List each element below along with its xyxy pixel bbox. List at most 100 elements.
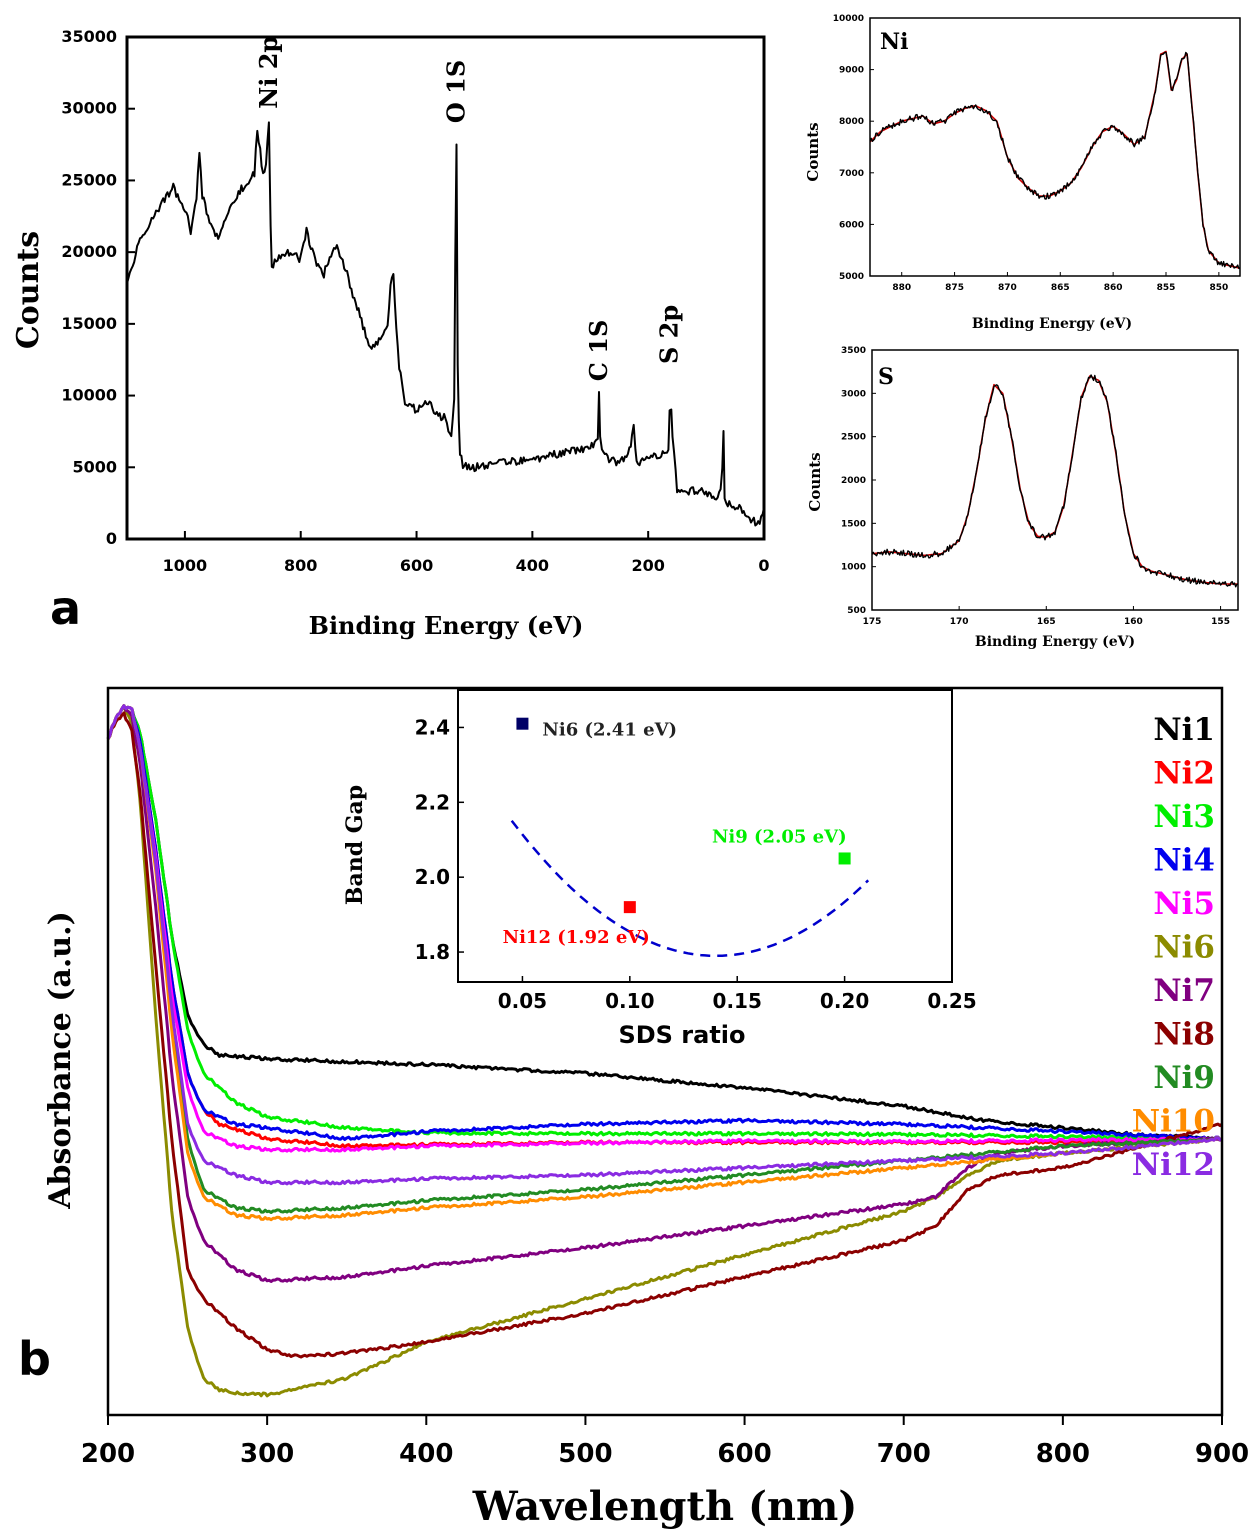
survey-peak-annotation: Ni 2p [254,36,283,109]
survey-chart: 1000 800 600 400 200 005000100001500020000250… [11,27,770,640]
survey-x-tick-label: 1000 [163,556,208,575]
survey-x-tick-label: 0 [758,556,769,575]
ni-x-axis-label: Binding Energy (eV) [972,316,1132,332]
ni-x-tick-label: 865 [1051,283,1070,293]
band-gap-point [516,717,529,730]
survey-y-tick-label: 10000 [61,386,117,405]
ni-x-tick-label: 870 [998,283,1017,293]
survey-plot-frame [125,35,766,541]
inset-y-tick-label: 2.0 [415,865,450,889]
legend-entry-ni1: Ni1 [1153,712,1215,748]
survey-y-tick-label: 15000 [61,314,117,333]
ni-y-tick-label: 7000 [839,169,864,179]
ni-x-tick-label: 875 [945,283,964,293]
band-gap-inset: 0.05 0.10 0.15 0.20 0.25 1.8 2.0 2.2 2.4 Ni6 (2.4… [342,689,977,1049]
ni-x-tick-label: 850 [1209,283,1228,293]
ni-y-axis-label: Counts [804,122,822,181]
survey-x-tick-label: 200 [631,556,664,575]
s-x-axis-label: Binding Energy (eV) [975,634,1135,650]
absorbance-chart: 200 300 400 500 600 700 800 900 Ni1 Ni2 Ni3 Ni4 Ni5… [18,686,1249,1530]
absorbance-series-line [106,711,1223,1359]
band-gap-point-label: Ni12 (1.92 eV) [503,927,650,948]
s-y-axis-label: Counts [806,452,824,511]
absorbance-series-line [106,704,1223,1186]
ni-data-line [869,51,1241,270]
legend-entry-ni7: Ni7 [1153,973,1215,1009]
s-y-tick-label: 2000 [841,476,866,486]
survey-x-tick-label: 400 [516,556,549,575]
band-gap-point [623,901,636,914]
survey-peak-annotation: C 1S [584,320,613,382]
legend-entry-ni10: Ni10 [1132,1104,1215,1140]
inset-y-tick-label: 2.2 [415,790,450,814]
s-x-tick-label: 175 [863,617,882,627]
survey-y-tick-label: 0 [106,529,117,548]
s-y-tick-label: 1500 [841,519,866,529]
absorbance-x-tick-label: 400 [399,1439,453,1469]
survey-y-tick-label: 35000 [61,27,117,46]
ni-y-tick-label: 6000 [839,220,864,230]
survey-x-tick-label: 800 [284,556,317,575]
survey-y-tick-label: 20000 [61,242,117,261]
legend-entry-ni2: Ni2 [1153,756,1215,792]
survey-x-axis-label: Binding Energy (eV) [309,611,584,640]
s-panel-label: S [878,364,894,390]
survey-peak-annotation: S 2p [655,305,684,364]
survey-peak-annotation: O 1S [442,60,471,123]
survey-y-tick-label: 5000 [72,457,117,476]
absorbance-x-tick-label: 600 [717,1439,771,1469]
band-gap-point-label: Ni6 (2.41 eV) [542,720,677,741]
absorbance-x-tick-label: 800 [1036,1439,1090,1469]
legend-entry-ni12: Ni12 [1132,1147,1215,1183]
ni-panel-label: Ni [880,29,908,55]
band-gap-point [838,852,851,865]
survey-y-tick-label: 30000 [61,99,117,118]
inset-x-tick-label: 0.15 [713,989,762,1013]
panel-a-letter: a [50,581,81,635]
absorbance-series-line [106,704,1223,1214]
s-y-tick-label: 500 [847,606,866,616]
absorbance-y-axis-label: Absorbance (a.u.) [43,911,78,1210]
s-plot-frame [871,349,1239,611]
absorbance-plot-frame [106,686,1224,1417]
survey-series-line [126,121,765,527]
ni-x-tick-label: 855 [1157,283,1176,293]
absorbance-x-tick-label: 200 [81,1439,135,1469]
s-y-tick-label: 3500 [841,346,866,356]
panel-b-letter: b [18,1332,51,1386]
inset-x-tick-label: 0.25 [927,989,976,1013]
inset-y-tick-label: 2.4 [415,715,450,739]
ni-y-tick-label: 8000 [839,117,864,127]
ni-y-tick-label: 10000 [833,14,864,24]
s-y-tick-label: 2500 [841,433,866,443]
legend-entry-ni6: Ni6 [1153,930,1215,966]
s-data-line [871,374,1239,588]
ni-x-tick-label: 860 [1104,283,1123,293]
absorbance-series-line [106,704,1223,1142]
absorbance-x-tick-label: 500 [558,1439,612,1469]
absorbance-x-tick-label: 900 [1195,1439,1249,1469]
s-chart: 175 170 165 160 155 500 1000 1500 2000 2500 3000 35… [806,346,1239,650]
band-gap-fit-curve [510,819,870,958]
survey-x-tick-label: 600 [400,556,433,575]
survey-y-axis-label: Counts [11,231,46,349]
s-x-tick-label: 165 [1037,617,1056,627]
inset-plot-frame [457,689,953,983]
absorbance-series-line [106,704,1223,1283]
legend-entry-ni8: Ni8 [1153,1017,1215,1053]
ni-y-tick-label: 9000 [839,66,864,76]
ni-plot-frame [869,17,1241,277]
band-gap-point-label: Ni9 (2.05 eV) [712,826,847,847]
absorbance-series-line [106,704,1223,1142]
ni-chart: 880 875 870 865 860 855 850 5000 6000 7000 8000 900… [804,14,1241,332]
inset-x-tick-label: 0.10 [605,989,654,1013]
inset-y-tick-label: 1.8 [415,940,450,964]
survey-y-tick-label: 25000 [61,170,117,189]
inset-x-tick-label: 0.05 [498,989,547,1013]
absorbance-x-axis-label: Wavelength (nm) [472,1483,858,1530]
legend-entry-ni3: Ni3 [1153,799,1215,835]
s-x-tick-label: 170 [950,617,969,627]
s-x-tick-label: 160 [1124,617,1143,627]
s-y-tick-label: 1000 [841,563,866,573]
